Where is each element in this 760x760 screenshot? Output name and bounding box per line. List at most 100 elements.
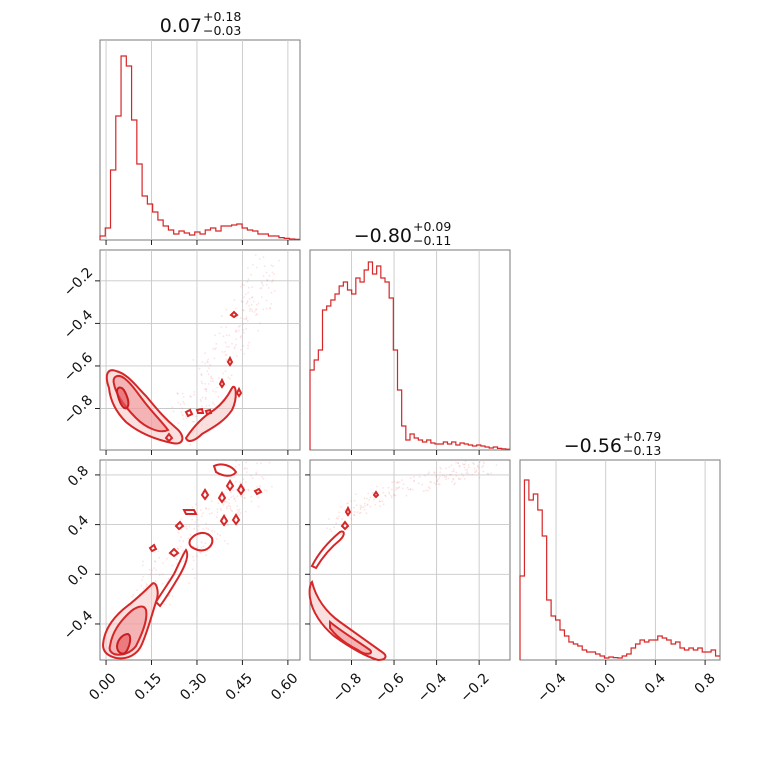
- x-tick-label: −0.8: [330, 670, 365, 705]
- sample-point: [464, 463, 466, 465]
- histogram-2: [309, 261, 510, 450]
- sample-point: [245, 318, 247, 320]
- sample-point: [391, 481, 394, 484]
- x-tick-label: 0.0: [592, 670, 619, 697]
- sample-point: [245, 461, 248, 464]
- sample-point: [395, 489, 397, 491]
- sample-point: [185, 417, 188, 419]
- sample-point: [213, 403, 216, 406]
- sample-point: [259, 322, 261, 325]
- sample-point: [207, 383, 210, 385]
- x-tick-label: 0.4: [642, 670, 669, 697]
- sample-point: [436, 478, 439, 481]
- sample-point: [212, 401, 215, 404]
- sample-point: [258, 258, 261, 260]
- sample-point: [341, 518, 343, 520]
- sample-point: [271, 281, 273, 283]
- sample-point: [247, 488, 250, 491]
- x-tick-label: 0.15: [132, 670, 165, 703]
- sample-point: [178, 539, 181, 542]
- sample-point: [447, 477, 450, 480]
- sample-point: [445, 467, 447, 470]
- sample-point: [182, 550, 185, 552]
- sample-point: [278, 259, 280, 262]
- sample-point: [230, 491, 232, 494]
- sample-point: [216, 386, 219, 389]
- sample-point: [268, 461, 271, 464]
- panel-hist-p1: [99, 39, 301, 241]
- sample-point: [225, 360, 228, 363]
- sample-point: [238, 513, 241, 516]
- sample-point: [482, 470, 485, 473]
- sample-point: [268, 274, 271, 277]
- x-tick-label: 0.00: [86, 670, 119, 703]
- sample-point: [210, 380, 212, 383]
- sample-point: [204, 398, 207, 401]
- sample-point: [235, 329, 238, 332]
- sample-point: [182, 560, 185, 563]
- sample-point: [211, 512, 213, 515]
- sample-point: [240, 300, 243, 303]
- sample-point: [244, 510, 247, 513]
- sample-point: [240, 335, 242, 338]
- sample-point: [163, 603, 166, 606]
- y-tick-label: 0.0: [65, 562, 92, 589]
- sample-point: [215, 342, 218, 345]
- sample-point: [210, 375, 213, 378]
- sample-point: [335, 517, 338, 520]
- sample-point: [148, 569, 151, 571]
- sample-point: [209, 364, 212, 366]
- sample-point: [188, 525, 191, 528]
- sample-point: [250, 475, 252, 477]
- sample-point: [452, 470, 455, 473]
- histograms: [99, 55, 720, 660]
- contour-blob-3: [372, 490, 380, 499]
- title-lower-error: −0.11: [413, 233, 451, 248]
- sample-point: [409, 488, 412, 491]
- sample-point: [198, 367, 201, 370]
- sample-point: [223, 500, 226, 503]
- title-upper-error: +0.79: [623, 429, 661, 444]
- sample-point: [142, 560, 144, 563]
- sample-point: [397, 487, 400, 489]
- contour-blob-6: [229, 310, 239, 319]
- sample-point: [270, 264, 273, 267]
- sample-point: [217, 395, 220, 398]
- sample-point: [227, 504, 230, 507]
- sample-point: [382, 487, 385, 489]
- sample-point: [141, 564, 144, 567]
- sample-point: [435, 476, 438, 478]
- sample-point: [473, 467, 476, 470]
- sample-point: [181, 392, 184, 395]
- sample-point: [183, 402, 186, 405]
- sample-point: [265, 299, 268, 302]
- sample-point: [210, 500, 213, 503]
- sample-point: [224, 341, 227, 344]
- sample-point: [235, 343, 237, 346]
- sample-point: [208, 404, 211, 407]
- sample-point: [248, 304, 251, 307]
- contour-blob-5: [217, 491, 227, 504]
- sample-point: [246, 320, 249, 322]
- sample-point: [175, 558, 178, 561]
- sample-point: [201, 515, 203, 517]
- sample-point: [246, 300, 249, 302]
- sample-point: [454, 482, 456, 485]
- sample-point: [477, 464, 479, 467]
- sample-point: [464, 469, 467, 471]
- sample-point: [438, 483, 441, 486]
- sample-point: [482, 461, 485, 463]
- sample-point: [439, 471, 441, 474]
- sample-point: [450, 473, 452, 476]
- sample-point: [247, 344, 250, 347]
- sample-point: [205, 554, 208, 557]
- sample-point: [179, 403, 182, 406]
- sample-point: [371, 492, 374, 494]
- sample-point: [363, 497, 366, 500]
- sample-point: [340, 506, 343, 508]
- sample-point: [478, 476, 481, 479]
- sample-point: [250, 495, 253, 498]
- sample-point: [146, 584, 149, 587]
- sample-point: [193, 391, 196, 393]
- sample-point: [256, 303, 258, 306]
